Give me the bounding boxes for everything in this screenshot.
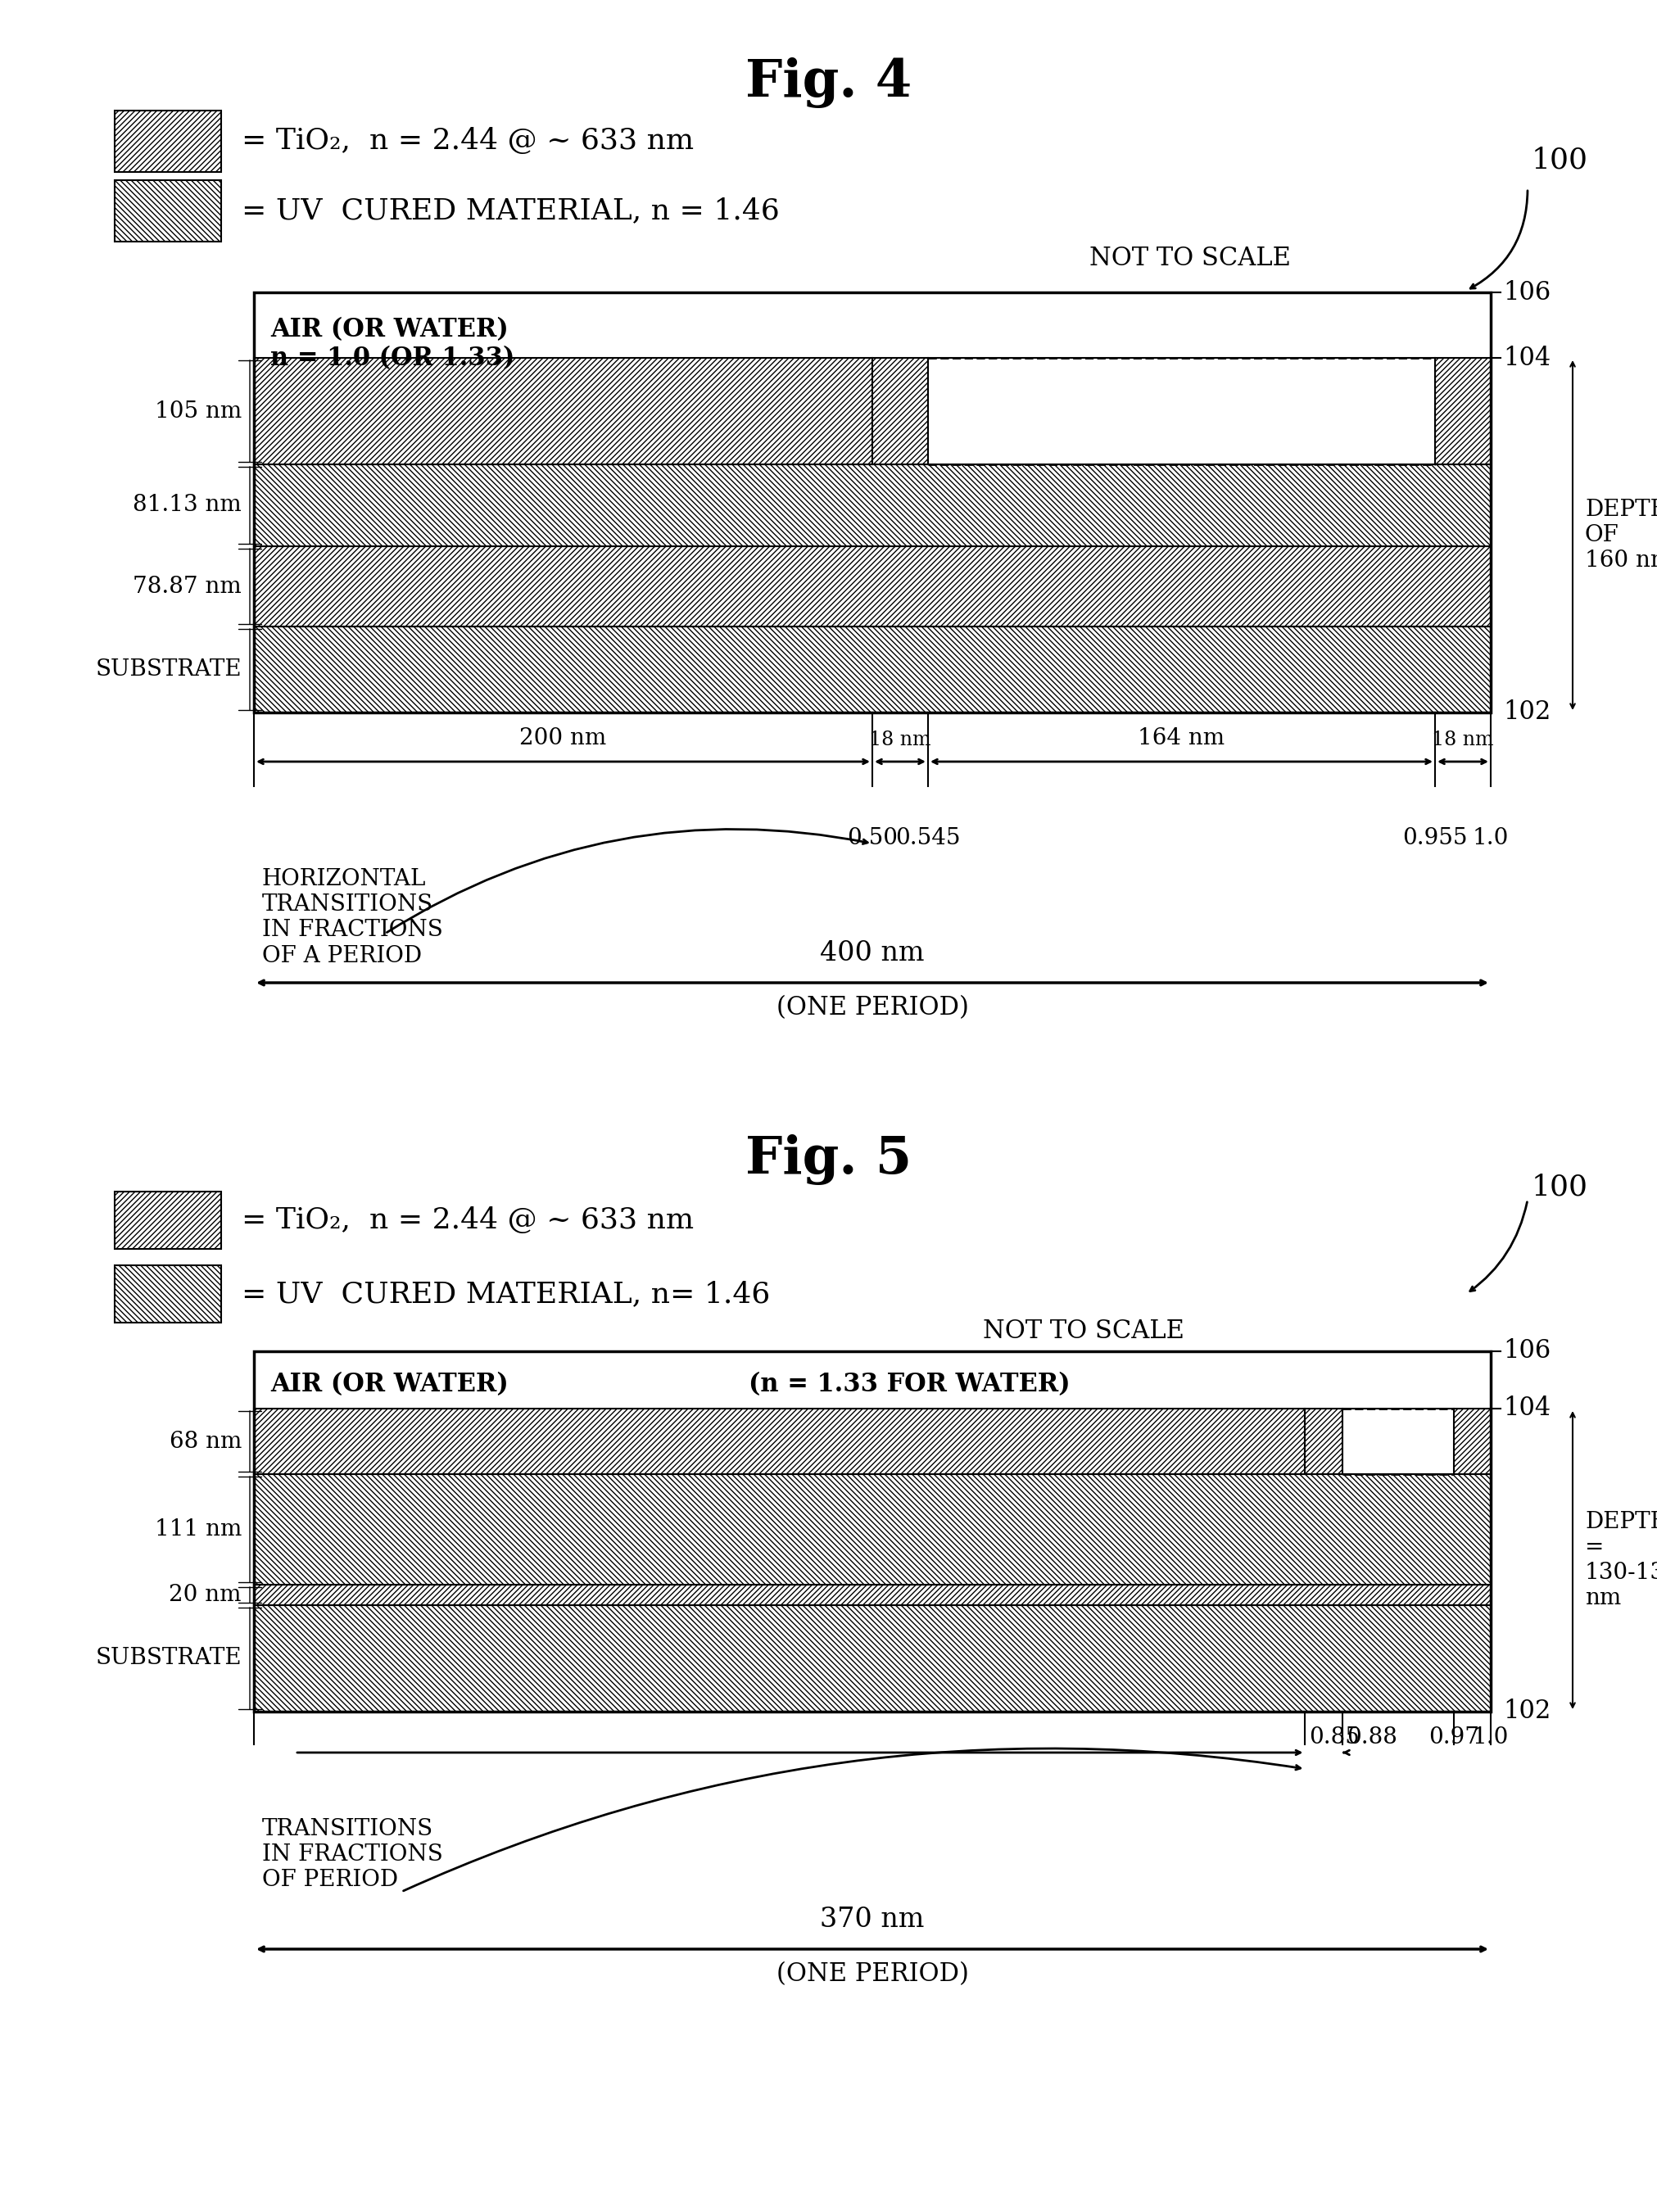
Bar	[254, 292, 1490, 712]
Text: = TiO₂,  n = 2.44 @ ~ 633 nm: = TiO₂, n = 2.44 @ ~ 633 nm	[242, 128, 694, 155]
Text: 106: 106	[1503, 1338, 1549, 1365]
Bar	[254, 1352, 1490, 1712]
Text: DEPTH
=
130-135
nm: DEPTH = 130-135 nm	[1584, 1511, 1657, 1610]
Text: 1.0: 1.0	[1471, 1725, 1508, 1747]
Text: 200 nm: 200 nm	[519, 728, 606, 750]
Bar	[254, 1584, 1490, 1606]
Text: = TiO₂,  n = 2.44 @ ~ 633 nm: = TiO₂, n = 2.44 @ ~ 633 nm	[242, 1206, 694, 1234]
Text: Fig. 4: Fig. 4	[746, 58, 911, 108]
Text: 78.87 nm: 78.87 nm	[133, 575, 242, 597]
Text: 1.0: 1.0	[1471, 827, 1508, 849]
Text: NOT TO SCALE: NOT TO SCALE	[983, 1318, 1183, 1343]
Text: 18 nm: 18 nm	[1432, 730, 1493, 750]
Bar	[254, 626, 1490, 712]
Bar	[254, 358, 872, 465]
Text: 400 nm: 400 nm	[820, 940, 925, 967]
Bar	[254, 465, 1490, 546]
Text: 104: 104	[1503, 1396, 1549, 1422]
Text: 68 nm: 68 nm	[169, 1431, 242, 1453]
Text: HORIZONTAL
TRANSITIONS
IN FRACTIONS
OF A PERIOD: HORIZONTAL TRANSITIONS IN FRACTIONS OF A…	[262, 867, 442, 967]
Text: AIR (OR WATER): AIR (OR WATER)	[270, 316, 509, 343]
Bar	[928, 358, 1435, 465]
Text: 102: 102	[1503, 699, 1549, 726]
Text: 111 nm: 111 nm	[154, 1517, 242, 1540]
Text: 0.97: 0.97	[1428, 1725, 1478, 1747]
Text: 0.50: 0.50	[847, 827, 898, 849]
Text: Fig. 5: Fig. 5	[746, 1135, 911, 1186]
Text: TRANSITIONS
IN FRACTIONS
OF PERIOD: TRANSITIONS IN FRACTIONS OF PERIOD	[262, 1818, 442, 1891]
Text: DEPTH
OF
160 nm: DEPTH OF 160 nm	[1584, 498, 1657, 571]
Bar	[254, 1606, 1490, 1712]
Text: (ONE PERIOD): (ONE PERIOD)	[775, 995, 968, 1020]
Bar	[1453, 1409, 1490, 1473]
Text: SUBSTRATE: SUBSTRATE	[94, 1648, 242, 1670]
Text: 0.545: 0.545	[895, 827, 959, 849]
Text: 100: 100	[1531, 146, 1587, 173]
Text: (ONE PERIOD): (ONE PERIOD)	[775, 1962, 968, 1986]
Bar	[254, 546, 1490, 626]
Text: 0.88: 0.88	[1345, 1725, 1397, 1747]
Text: 0.85: 0.85	[1309, 1725, 1359, 1747]
Text: = UV  CURED MATERIAL, n = 1.46: = UV CURED MATERIAL, n = 1.46	[242, 197, 779, 226]
Text: 105 nm: 105 nm	[154, 400, 242, 422]
Text: 104: 104	[1503, 345, 1549, 372]
Bar	[1304, 1409, 1342, 1473]
Bar	[114, 111, 220, 173]
Bar	[254, 1473, 1490, 1584]
Bar	[114, 1265, 220, 1323]
Bar	[114, 179, 220, 241]
Bar	[1342, 1409, 1453, 1473]
Bar	[872, 358, 928, 465]
Text: NOT TO SCALE: NOT TO SCALE	[1089, 246, 1291, 270]
Text: 20 nm: 20 nm	[169, 1584, 242, 1606]
Text: 370 nm: 370 nm	[820, 1907, 925, 1933]
Text: 100: 100	[1531, 1175, 1587, 1201]
Text: 164 nm: 164 nm	[1137, 728, 1225, 750]
Bar	[254, 1409, 1304, 1473]
Text: 0.955: 0.955	[1402, 827, 1466, 849]
Text: (n = 1.33 FOR WATER): (n = 1.33 FOR WATER)	[749, 1371, 1070, 1398]
Text: = UV  CURED MATERIAL, n= 1.46: = UV CURED MATERIAL, n= 1.46	[242, 1281, 771, 1307]
Text: 106: 106	[1503, 279, 1549, 305]
Text: 81.13 nm: 81.13 nm	[133, 493, 242, 515]
Text: AIR (OR WATER): AIR (OR WATER)	[270, 1371, 509, 1398]
Text: 102: 102	[1503, 1699, 1549, 1725]
Text: 18 nm: 18 nm	[868, 730, 931, 750]
Text: SUBSTRATE: SUBSTRATE	[94, 659, 242, 681]
Bar	[114, 1192, 220, 1250]
Text: n = 1.0 (OR 1.33): n = 1.0 (OR 1.33)	[270, 345, 514, 372]
Bar	[1435, 358, 1490, 465]
